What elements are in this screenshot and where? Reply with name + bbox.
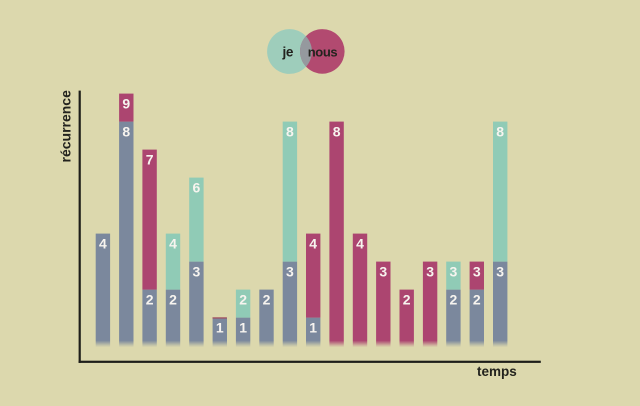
svg-text:temps: temps [477,364,517,379]
svg-text:2: 2 [473,292,481,308]
svg-text:2: 2 [239,292,247,308]
svg-text:2: 2 [169,292,177,308]
svg-text:4: 4 [309,236,317,252]
svg-text:8: 8 [122,124,130,140]
svg-text:8: 8 [333,124,341,140]
svg-text:2: 2 [403,292,411,308]
svg-text:8: 8 [496,124,504,140]
svg-text:3: 3 [286,264,294,280]
svg-text:nous: nous [308,45,338,60]
svg-text:8: 8 [286,124,294,140]
svg-text:3: 3 [426,264,434,280]
svg-text:7: 7 [146,152,154,168]
svg-text:6: 6 [193,180,201,196]
svg-text:2: 2 [450,292,458,308]
svg-text:3: 3 [473,264,481,280]
svg-text:3: 3 [450,264,458,280]
svg-text:1: 1 [239,320,247,336]
svg-text:4: 4 [169,236,177,252]
svg-text:1: 1 [309,320,317,336]
svg-text:1: 1 [216,320,224,336]
svg-text:je: je [281,45,293,60]
svg-text:3: 3 [496,264,504,280]
svg-text:récurrence: récurrence [58,90,74,163]
svg-text:4: 4 [99,236,107,252]
svg-text:4: 4 [356,236,364,252]
svg-text:2: 2 [263,292,271,308]
svg-text:3: 3 [193,264,201,280]
svg-text:2: 2 [146,292,154,308]
svg-text:3: 3 [379,264,387,280]
svg-text:9: 9 [122,96,130,112]
